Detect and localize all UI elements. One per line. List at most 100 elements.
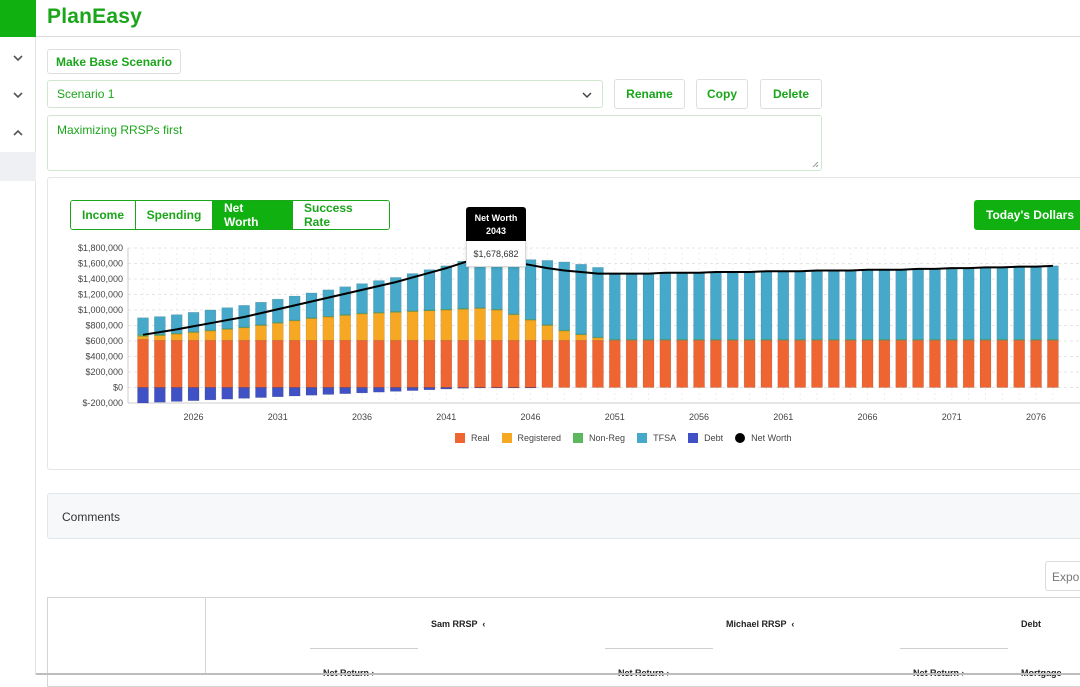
- make-base-scenario-button[interactable]: Make Base Scenario: [47, 49, 181, 74]
- collapse-section-3-button[interactable]: [0, 115, 36, 151]
- bar-segment-real: [676, 339, 688, 388]
- legend-item-real[interactable]: Real: [455, 433, 490, 443]
- bar-segment-tfsa: [187, 312, 200, 332]
- bar-segment-real: [322, 339, 335, 388]
- chart-card: [47, 177, 1080, 470]
- delete-button[interactable]: Delete: [760, 79, 822, 109]
- rail-active-item[interactable]: [0, 152, 36, 181]
- chevron-left-icon: ‹: [482, 619, 486, 629]
- bar-segment-registered: [339, 315, 351, 341]
- bar-segment-tfsa: [979, 267, 992, 340]
- header-divider: [310, 648, 418, 649]
- bar-segment-real: [794, 339, 806, 388]
- bar-segment-tfsa: [861, 269, 874, 340]
- y-tick-label: $1,400,000: [78, 274, 123, 284]
- bar-segment-registered: [238, 327, 250, 341]
- bar-segment-debt: [272, 387, 284, 398]
- comments-panel[interactable]: Comments: [47, 493, 1080, 539]
- bar-segment-tfsa: [895, 269, 907, 340]
- bar-segment-real: [474, 339, 486, 388]
- legend-item-registered[interactable]: Registered: [501, 433, 561, 443]
- bar-segment-real: [625, 339, 638, 388]
- legend-swatch: [735, 433, 746, 443]
- bar-segment-tfsa: [996, 267, 1009, 340]
- y-tick-label: $-200,000: [82, 398, 123, 408]
- bar-segment-real: [1013, 339, 1025, 388]
- tab-success-rate[interactable]: Success Rate: [293, 201, 389, 229]
- bar-segment-debt: [187, 387, 200, 401]
- y-tick-label: $0: [113, 383, 123, 393]
- bar-segment-debt: [288, 387, 301, 397]
- bar-segment-real: [238, 339, 250, 388]
- page-bottom-border: [36, 673, 1080, 675]
- bar-segment-debt: [507, 387, 520, 389]
- bar-segment-real: [255, 339, 267, 388]
- bar-segment-tfsa: [390, 277, 402, 312]
- bar-segment-registered: [541, 325, 554, 341]
- todays-dollars-button[interactable]: Today's Dollars: [974, 200, 1080, 230]
- bar-segment-real: [154, 339, 166, 388]
- bar-segment-debt: [238, 387, 250, 399]
- legend-label: Net Worth: [751, 433, 792, 443]
- bar-segment-real: [693, 339, 705, 388]
- export-button[interactable]: Expor: [1045, 561, 1080, 591]
- app-logo[interactable]: PlanEasy: [47, 5, 142, 28]
- scenario-select[interactable]: Scenario 1: [47, 80, 603, 108]
- expand-section-1-button[interactable]: [0, 40, 36, 76]
- legend-item-net-worth[interactable]: Net Worth: [735, 433, 791, 443]
- bar-segment-debt: [305, 387, 318, 396]
- column-header-sam-rrsp[interactable]: Sam RRSP ‹: [431, 619, 485, 629]
- bar-segment-registered: [288, 320, 301, 341]
- bar-segment-registered: [373, 312, 385, 341]
- scenario-description-text: Maximizing RRSPs first: [57, 123, 183, 137]
- bar-segment-tfsa: [625, 273, 638, 340]
- bar-segment-tfsa: [1030, 266, 1042, 340]
- copy-button[interactable]: Copy: [696, 79, 748, 109]
- x-tick-label: 2071: [942, 412, 962, 422]
- legend-swatch: [688, 433, 699, 443]
- bar-segment-registered: [204, 330, 217, 341]
- tab-net-worth[interactable]: Net Worth: [213, 201, 293, 229]
- chevron-down-icon: [582, 92, 592, 99]
- x-tick-label: 2041: [436, 412, 456, 422]
- bar-segment-real: [339, 339, 351, 388]
- rail-brand-block: [0, 0, 36, 37]
- bar-segment-tfsa: [1013, 266, 1025, 340]
- bar-segment-tfsa: [137, 317, 149, 336]
- resize-grip-icon[interactable]: [812, 161, 819, 168]
- bar-segment-registered: [423, 310, 436, 341]
- rename-button[interactable]: Rename: [614, 79, 685, 109]
- bar-segment-real: [491, 339, 503, 388]
- x-tick-label: 2056: [689, 412, 709, 422]
- bar-segment-registered: [457, 308, 469, 341]
- bar-segment-real: [541, 339, 554, 388]
- bar-segment-real: [423, 339, 436, 388]
- bar-segment-debt: [474, 387, 486, 389]
- column-header-michael-rrsp[interactable]: Michael RRSP ‹: [726, 619, 794, 629]
- bar-segment-debt: [255, 387, 267, 398]
- bar-segment-real: [760, 339, 773, 388]
- bar-segment-debt: [491, 387, 503, 389]
- chart-tabs: Income Spending Net Worth Success Rate: [70, 200, 390, 230]
- x-tick-label: 2076: [1026, 412, 1046, 422]
- legend-item-tfsa[interactable]: TFSA: [637, 433, 676, 443]
- column-header-debt[interactable]: Debt: [1021, 619, 1041, 629]
- bar-segment-real: [727, 339, 739, 388]
- expand-section-2-button[interactable]: [0, 77, 36, 113]
- x-tick-label: 2051: [605, 412, 625, 422]
- bar-segment-real: [204, 339, 217, 388]
- tab-income[interactable]: Income: [71, 201, 136, 229]
- bar-segment-real: [170, 339, 183, 388]
- bar-segment-tfsa: [154, 316, 166, 335]
- bar-segment-tfsa: [878, 269, 891, 340]
- bar-segment-real: [642, 339, 655, 388]
- bar-segment-real: [946, 339, 958, 388]
- tab-spending[interactable]: Spending: [136, 201, 213, 229]
- legend-item-debt[interactable]: Debt: [688, 433, 723, 443]
- bar-segment-registered: [187, 332, 200, 341]
- legend-item-non-reg[interactable]: Non-Reg: [573, 433, 625, 443]
- scenario-description-field[interactable]: Maximizing RRSPs first: [47, 115, 822, 171]
- bar-segment-real: [524, 339, 537, 388]
- legend-label: Real: [471, 433, 490, 443]
- bar-segment-real: [356, 339, 368, 388]
